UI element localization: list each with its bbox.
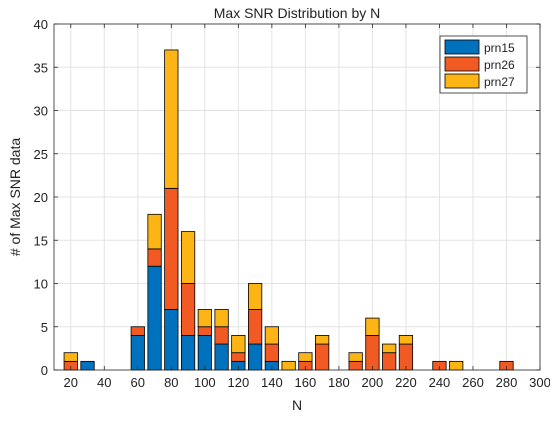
x-tick-label: 180 [328, 375, 350, 390]
bar-prn26 [247, 309, 263, 345]
x-tick-label: 80 [164, 375, 178, 390]
bar-prn26 [130, 326, 145, 336]
bar-prn27 [214, 309, 229, 328]
y-tick-label: 30 [34, 104, 48, 119]
bar-prn15 [147, 265, 162, 371]
x-tick-label: 300 [529, 375, 550, 390]
bar-prn26 [180, 283, 196, 336]
y-tick-label: 35 [34, 60, 48, 75]
legend-label-prn15: prn15 [484, 41, 515, 55]
bar-prn27 [197, 309, 212, 328]
bar-prn26 [365, 334, 380, 371]
bar-prn27 [231, 334, 246, 354]
bar-prn15 [197, 334, 212, 371]
ticks: 20 40 60 80 100 120 140 160 180 200 220 240 260 280 30… [34, 17, 550, 390]
bar-prn15 [164, 309, 179, 371]
y-tick-label: 0 [41, 363, 48, 378]
bar-prn15 [130, 334, 145, 371]
bar-prn26 [164, 187, 179, 310]
legend-label-prn27: prn27 [484, 75, 515, 89]
x-tick-label: 100 [194, 375, 216, 390]
bar-prn27 [315, 334, 330, 345]
bar-prn26 [197, 326, 212, 336]
x-tick-label: 240 [429, 375, 451, 390]
x-tick-label: 120 [227, 375, 249, 390]
legend-label-prn26: prn26 [484, 58, 515, 72]
y-tick-label: 25 [34, 147, 48, 162]
bar-prn27 [164, 49, 179, 189]
bar-prn26 [147, 248, 162, 267]
x-tick-label: 260 [462, 375, 484, 390]
x-tick-label: 40 [97, 375, 111, 390]
x-tick-label: 140 [261, 375, 283, 390]
bar-prn27 [147, 213, 162, 250]
legend-swatch-prn26 [444, 56, 480, 72]
bar-prn27 [365, 317, 380, 336]
x-tick-label: 280 [496, 375, 518, 390]
bar-prn27 [63, 352, 78, 362]
chart-title: Max SNR Distribution by N [214, 5, 381, 21]
bar-prn15 [180, 334, 196, 371]
bar-prn26 [214, 326, 229, 345]
bar-prn15 [80, 360, 95, 371]
x-tick-label: 60 [131, 375, 145, 390]
bar-prn27 [382, 343, 397, 354]
legend-swatch-prn15 [444, 39, 480, 55]
y-axis-label: # of Max SNR data [7, 138, 23, 256]
y-tick-label: 10 [34, 277, 48, 292]
bar-prn26 [348, 360, 363, 371]
bar-prn27 [449, 360, 464, 371]
y-tick-label: 40 [34, 17, 48, 32]
bar-prn27 [247, 283, 263, 310]
x-tick-label: 200 [362, 375, 384, 390]
bar-prn27 [180, 231, 196, 284]
legend: prn15 prn26 prn27 [439, 35, 528, 94]
bar-prn27 [398, 334, 414, 345]
y-tick-label: 5 [41, 320, 48, 335]
bar-prn26 [315, 343, 330, 371]
bar-prn26 [382, 352, 397, 371]
bar-prn27 [264, 326, 279, 345]
bar-prn27 [298, 352, 313, 362]
bar-prn26 [231, 352, 246, 362]
bar-prn15 [214, 343, 229, 371]
bar-prn27 [281, 360, 296, 371]
bar-prn26 [264, 343, 279, 362]
x-tick-label: 220 [395, 375, 417, 390]
x-tick-label: 160 [295, 375, 317, 390]
bar-prn27 [348, 352, 363, 362]
y-tick-label: 20 [34, 190, 48, 205]
x-tick-label: 20 [64, 375, 78, 390]
bar-prn15 [247, 343, 263, 371]
y-tick-label: 15 [34, 233, 48, 248]
x-axis-label: N [292, 397, 302, 413]
legend-swatch-prn27 [444, 73, 480, 89]
